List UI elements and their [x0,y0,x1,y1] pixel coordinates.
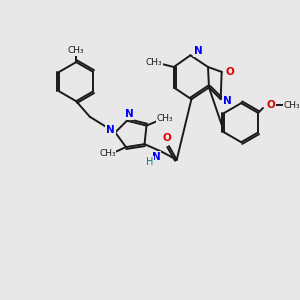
Text: O: O [163,133,171,143]
Text: N: N [194,46,203,56]
Text: CH₃: CH₃ [157,114,173,123]
Text: CH₃: CH₃ [284,100,300,109]
Text: N: N [106,125,115,136]
Text: N: N [223,96,232,106]
Text: N: N [124,109,133,119]
Text: N: N [152,152,161,162]
Text: O: O [225,67,234,77]
Text: CH₃: CH₃ [99,149,116,158]
Text: CH₃: CH₃ [68,46,85,55]
Text: H: H [146,157,153,167]
Text: CH₃: CH₃ [146,58,163,67]
Text: O: O [266,100,275,110]
